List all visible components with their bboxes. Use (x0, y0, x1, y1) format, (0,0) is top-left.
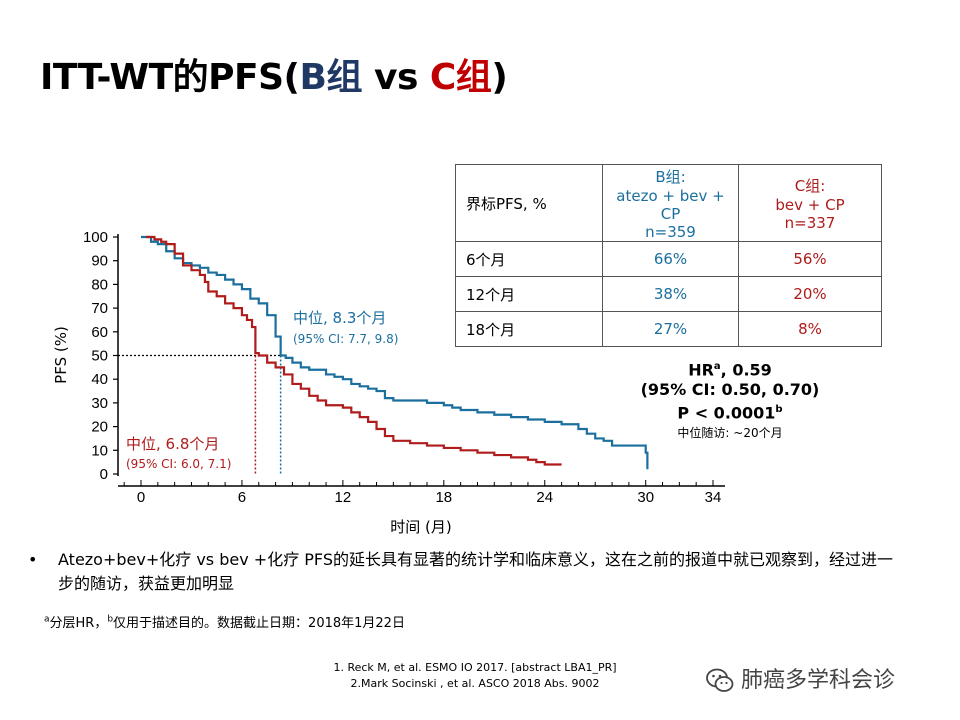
chart-axes: 0 10 20 30 40 50 60 70 80 90 100 0 6 12 18 24 30 34 (83, 229, 725, 506)
row-value-b: 27% (602, 311, 739, 347)
footnote-part2: 仅用于描述目的。数据截止日期：2018年1月22日 (113, 616, 405, 631)
chart-labels: 时间 (月) PFS (%) 中位, 8.3个月 (95% CI: 7.7, 9.8)… (52, 309, 452, 536)
y-tick-label: 40 (91, 371, 108, 388)
km-curve-group-c (146, 235, 562, 466)
x-tick-label: 12 (335, 489, 352, 506)
row-value-c: 20% (738, 276, 882, 312)
km-curve-group-b (141, 235, 649, 470)
group-c-n: n=337 (784, 213, 836, 232)
p-text: P < 0.0001 (677, 403, 776, 423)
p-sup: b (775, 404, 783, 416)
median-c-label: 中位, 6.8个月 (126, 435, 219, 453)
footnote-part1: 分层HR， (49, 616, 108, 631)
reference-2: 2.Mark Socinski , et al. ASCO 2018 Abs. … (350, 677, 600, 690)
x-axis-title: 时间 (月) (390, 518, 451, 536)
y-tick-label: 70 (91, 300, 108, 317)
x-tick-label: 0 (137, 489, 145, 506)
page-title: ITT-WT的PFS(B组 vs C组) (40, 48, 508, 100)
title-prefix: ITT-WT的PFS( (40, 57, 300, 98)
y-tick-label: 60 (91, 324, 108, 341)
median-b-label: 中位, 8.3个月 (293, 309, 386, 327)
footnote-sup-b: b (107, 614, 114, 625)
x-tick-label: 34 (705, 489, 722, 506)
footnote-sup-a: a (44, 614, 50, 625)
table-header-group-c: C组: bev + CP n=337 (738, 164, 882, 242)
hazard-ratio-block: HRa, 0.59 (95% CI: 0.50, 0.70) P < 0.000… (610, 357, 850, 442)
group-b-regimen: atezo + bev + CP (616, 186, 725, 223)
references: 1. Reck M, et al. ESMO IO 2017. [abstrac… (300, 660, 650, 692)
table-header-group-b: B组: atezo + bev + CP n=359 (602, 164, 739, 242)
y-tick-label: 50 (91, 348, 108, 365)
median-guides (118, 354, 282, 474)
group-b-name: B组: (655, 167, 686, 186)
footnote: a分层HR，b仅用于描述目的。数据截止日期：2018年1月22日 (44, 612, 405, 631)
median-followup: 中位随访: ~20个月 (677, 425, 783, 440)
hr-sup: a (713, 361, 721, 372)
hr-label: HR (688, 360, 714, 380)
bullet-text: Atezo+bev+化疗 vs bev +化疗 PFS的延长具有显著的统计学和临… (58, 550, 894, 593)
x-tick-label: 30 (637, 489, 654, 506)
x-tick-label: 6 (238, 489, 246, 506)
y-tick-label: 0 (100, 466, 108, 483)
title-suffix: ) (491, 57, 508, 98)
row-value-c: 8% (738, 311, 882, 347)
x-tick-label: 18 (435, 489, 452, 506)
hr-value: HRa, 0.59 (610, 357, 850, 380)
brand-watermark: 肺癌多学科会诊 (705, 662, 895, 696)
y-tick-label: 80 (91, 276, 108, 293)
title-group-b: B组 (299, 57, 363, 98)
y-tick-label: 90 (91, 253, 108, 270)
title-group-c: C组 (429, 57, 492, 98)
table-row: 18个月 27% 8% (455, 311, 882, 347)
row-value-c: 56% (738, 241, 882, 277)
landmark-pfs-table: 界标PFS, % B组: atezo + bev + CP n=359 C组: … (455, 164, 882, 347)
group-c-name: C组: (794, 176, 826, 195)
y-tick-label: 30 (91, 395, 108, 412)
median-b-ci: (95% CI: 7.7, 9.8) (293, 332, 398, 346)
y-axis-title: PFS (%) (52, 326, 70, 384)
group-b-n: n=359 (645, 222, 696, 241)
group-c-regimen: bev + CP (775, 195, 845, 214)
bullet-dot: • (28, 550, 38, 569)
hr-number: , 0.59 (720, 360, 772, 380)
brand-text: 肺癌多学科会诊 (741, 668, 896, 693)
table-header-label: 界标PFS, % (455, 164, 603, 242)
wechat-icon (706, 668, 734, 692)
median-c-ci: (95% CI: 6.0, 7.1) (126, 457, 231, 471)
x-tick-label: 24 (536, 489, 553, 506)
y-tick-label: 100 (83, 229, 108, 246)
table-row: 12个月 38% 20% (455, 276, 882, 312)
km-curves (141, 235, 649, 470)
reference-1: 1. Reck M, et al. ESMO IO 2017. [abstrac… (333, 661, 617, 674)
y-tick-label: 20 (91, 419, 108, 436)
table-header-row: 界标PFS, % B组: atezo + bev + CP n=359 C组: … (455, 164, 882, 242)
row-label: 12个月 (455, 276, 603, 312)
title-vs: vs (361, 57, 430, 98)
hr-ci: (95% CI: 0.50, 0.70) (640, 380, 820, 400)
row-label: 18个月 (455, 311, 603, 347)
p-value: P < 0.0001b (610, 400, 850, 423)
y-tick-label: 10 (91, 442, 108, 459)
pfs-km-chart: 0 10 20 30 40 50 60 70 80 90 100 0 6 12 18 24 30 34 时间 (月… (52, 229, 725, 536)
